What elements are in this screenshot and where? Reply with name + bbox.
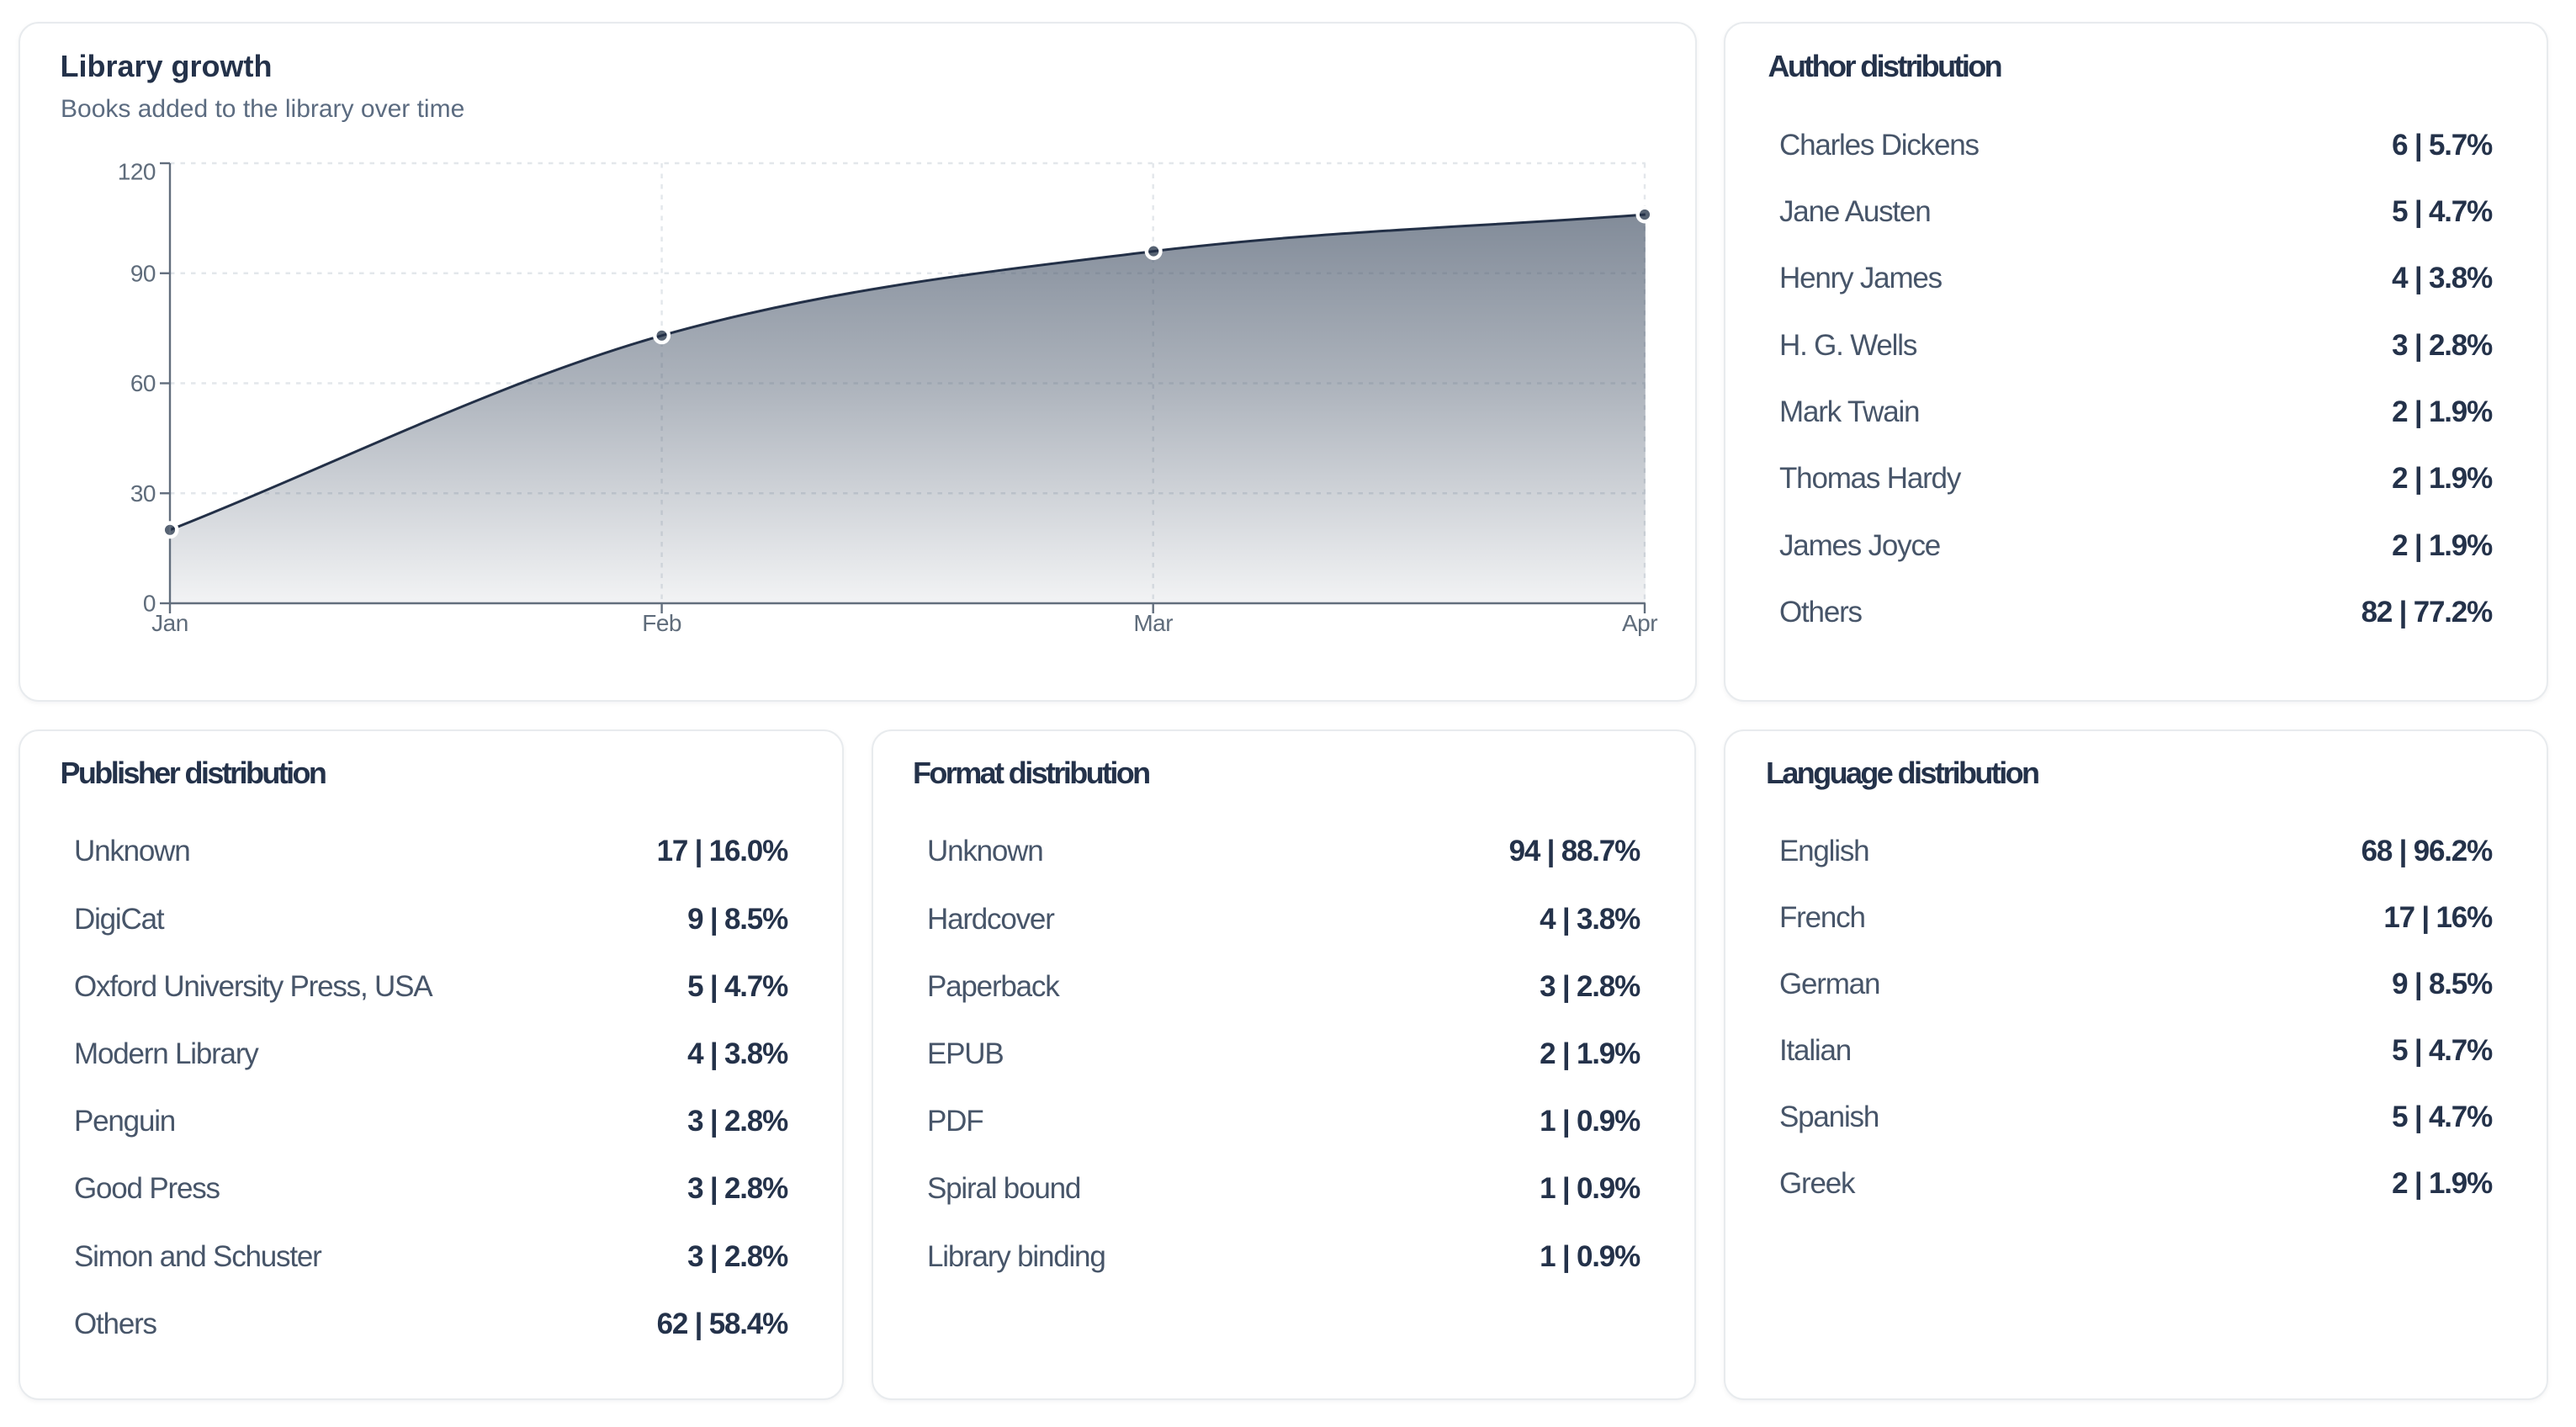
svg-text:Mar: Mar	[1133, 610, 1173, 636]
svg-text:30: 30	[130, 480, 156, 507]
svg-text:0: 0	[143, 591, 156, 617]
svg-text:Feb: Feb	[642, 610, 681, 636]
svg-text:60: 60	[130, 370, 156, 396]
svg-text:Apr: Apr	[1622, 610, 1657, 636]
svg-text:90: 90	[130, 260, 156, 286]
svg-text:Jan: Jan	[151, 610, 188, 636]
svg-text:120: 120	[118, 159, 156, 185]
